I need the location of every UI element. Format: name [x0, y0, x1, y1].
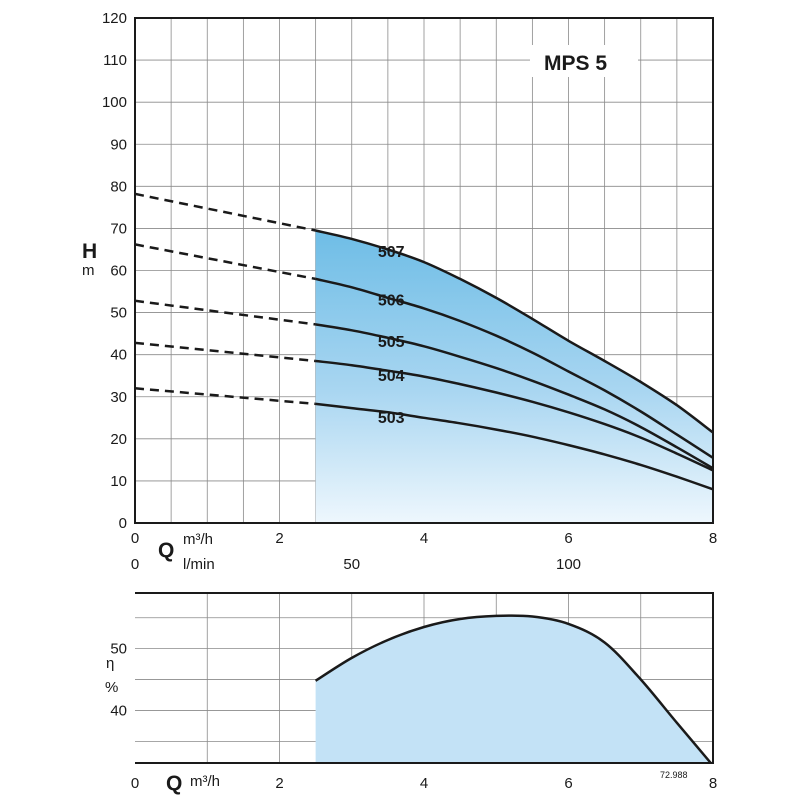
efficiency-y-tick-labels: 40 50 [110, 641, 127, 720]
head-curve-506 [315, 277, 713, 459]
efficiency-x-tick-label: 4 [420, 775, 428, 792]
head-x-tick-labels: 0 2 4 6 8 [131, 530, 717, 547]
curve-label-504: 504 [378, 368, 405, 385]
head-y-tick-label: 0 [119, 515, 127, 532]
head-curve-504-extrapolated [135, 341, 316, 363]
efficiency-y-axis-unit: % [105, 679, 118, 696]
curve-label-503: 503 [378, 410, 405, 427]
head-curve-507-extrapolated [135, 192, 316, 232]
head-y-axis-label: H [82, 240, 97, 263]
head-x-tick-label: 0 [131, 530, 139, 547]
head-plot-frame [134, 17, 714, 524]
head-y-tick-label: 110 [103, 52, 127, 69]
head-curve-503 [315, 402, 713, 491]
head-x2-axis-unit: l/min [183, 556, 215, 573]
efficiency-x-tick-label: 8 [709, 775, 717, 792]
efficiency-y-tick-label: 50 [110, 641, 127, 658]
curve-label-506: 506 [378, 293, 405, 310]
head-y-tick-label: 50 [110, 305, 127, 322]
operating-range-fill [315, 230, 713, 523]
efficiency-x-axis-label: Q [166, 772, 182, 795]
head-x-axis-label: Q [158, 539, 174, 562]
curve-label-507: 507 [378, 244, 405, 261]
title-background [530, 45, 638, 77]
head-curve-506-extrapolated [135, 243, 316, 281]
head-y-tick-label: 100 [102, 94, 127, 111]
head-curve-504 [315, 359, 713, 472]
curve-label-505: 505 [378, 334, 405, 351]
head-x-tick-label: 4 [420, 530, 428, 547]
efficiency-x-tick-labels: 0 2 4 6 8 [131, 775, 717, 792]
head-y-tick-label: 120 [102, 10, 127, 27]
efficiency-curve [314, 614, 712, 763]
head-y-tick-label: 10 [110, 473, 127, 490]
head-x2-tick-label: 100 [556, 556, 581, 573]
efficiency-plot-frame [135, 592, 714, 764]
head-y-tick-label: 70 [110, 220, 127, 237]
head-x-tick-label: 8 [709, 530, 717, 547]
head-curve-503-extrapolated [135, 387, 316, 406]
efficiency-x-tick-label: 2 [275, 775, 283, 792]
chart-title: MPS 5 [544, 52, 607, 75]
head-curve-507 [315, 229, 713, 434]
head-y-tick-label: 80 [110, 178, 127, 195]
efficiency-chart: 40 50 0 2 4 6 8 η % Q m³/h 72.988 [105, 592, 717, 795]
efficiency-x-tick-label: 0 [131, 775, 139, 792]
efficiency-x-tick-label: 6 [564, 775, 572, 792]
head-y-tick-label: 60 [110, 263, 127, 280]
efficiency-y-tick-label: 40 [110, 702, 127, 719]
head-y-tick-labels: 0 10 20 30 40 50 60 70 80 90 100 110 120 [102, 10, 127, 532]
head-y-tick-label: 30 [110, 389, 127, 406]
head-x2-tick-label: 0 [131, 556, 139, 573]
efficiency-fill [315, 615, 711, 763]
head-y-tick-label: 20 [110, 431, 127, 448]
head-y-axis-unit: m [82, 262, 95, 279]
head-x-tick-label: 2 [275, 530, 283, 547]
head-x-axis-unit: m³/h [183, 531, 213, 548]
head-x2-tick-labels: 0 50 100 [131, 556, 581, 573]
head-curve-labels: 507 506 505 504 503 [378, 244, 405, 427]
efficiency-y-axis-label: η [106, 655, 114, 672]
head-y-tick-label: 40 [110, 347, 127, 364]
head-y-tick-label: 90 [110, 136, 127, 153]
head-curve-505-extrapolated [135, 299, 316, 326]
efficiency-x-axis-unit: m³/h [190, 773, 220, 790]
head-chart: 0 10 20 30 40 50 60 70 80 90 100 110 120 0 2 4 6 8 0 50 10… [82, 10, 717, 573]
head-x2-tick-label: 50 [343, 556, 360, 573]
head-x-tick-label: 6 [564, 530, 572, 547]
drawing-code: 72.988 [660, 770, 688, 780]
head-curve-505 [315, 323, 713, 470]
head-curves [135, 192, 713, 491]
